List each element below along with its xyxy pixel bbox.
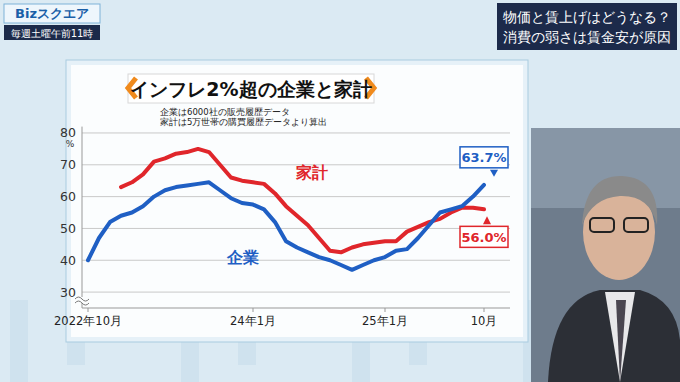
y-tick-label: 60 xyxy=(60,189,76,204)
headline: 消費の弱さは賃金安が原因 xyxy=(503,29,671,45)
x-tick xyxy=(88,308,89,312)
headline-box xyxy=(497,3,677,50)
series-line xyxy=(121,149,484,252)
y-axis-title: % xyxy=(66,139,75,149)
presenter-shirt xyxy=(605,292,635,382)
presenter-bg xyxy=(531,128,680,382)
x-tick-label: 2022年10月 xyxy=(54,314,122,328)
logo: Bizスクエア xyxy=(15,6,89,21)
grid-line xyxy=(82,260,510,261)
background xyxy=(0,0,680,382)
end-label-group: 63.7% xyxy=(460,147,508,177)
x-tick xyxy=(385,308,386,312)
title-group: インフレ2%超の企業と家計 xyxy=(128,74,374,103)
y-tick-label: 30 xyxy=(60,285,76,300)
series-label: 企業 xyxy=(226,248,259,267)
x-tick xyxy=(253,308,254,312)
headline: 物価と賃上げはどうなる？ xyxy=(503,9,671,25)
x-tick xyxy=(484,308,485,312)
panel-frame xyxy=(66,60,528,342)
note: 企業は6000社の販売履歴データ xyxy=(160,107,290,117)
end-label-group: 56.0% xyxy=(460,216,508,247)
chart-title: インフレ2%超の企業と家計 xyxy=(130,78,371,100)
end-label-pointer xyxy=(490,170,498,177)
presenter-tie xyxy=(616,300,626,382)
grid-line xyxy=(82,292,510,293)
series-label: 家計 xyxy=(295,163,328,182)
y-tick-label: 70 xyxy=(60,157,76,172)
bg-pattern xyxy=(10,300,28,382)
end-label: 56.0% xyxy=(461,230,506,245)
presenter-glasses xyxy=(590,218,614,232)
grid-line xyxy=(82,132,510,133)
schedule: 毎週土曜午前11時 xyxy=(11,28,94,39)
grid-line xyxy=(82,196,510,197)
x-tick-label: 10月 xyxy=(471,314,498,328)
y-tick-label: 50 xyxy=(60,221,76,236)
end-label-box xyxy=(460,226,508,247)
note: 家計は5万世帯の購買履歴データより算出 xyxy=(160,117,327,127)
axis-break xyxy=(75,297,89,305)
logo-box xyxy=(4,4,100,23)
axis-break-bg xyxy=(75,297,89,303)
y-axis xyxy=(82,127,83,308)
presenter-glasses xyxy=(624,218,648,232)
schedule-box xyxy=(4,25,100,40)
grid-line xyxy=(82,228,510,229)
presenter-body xyxy=(548,290,680,382)
presenter-panel xyxy=(531,128,680,382)
end-label: 63.7% xyxy=(461,150,506,165)
y-tick-label: 40 xyxy=(60,253,76,268)
end-label-box xyxy=(460,147,508,168)
x-tick-label: 25年1月 xyxy=(362,314,408,328)
x-tick-label: 24年1月 xyxy=(230,314,276,328)
end-label-pointer xyxy=(483,216,491,224)
title-box xyxy=(128,74,374,103)
x-axis xyxy=(82,308,510,309)
series-line xyxy=(88,182,484,270)
lines xyxy=(88,149,484,270)
panel xyxy=(71,65,523,337)
